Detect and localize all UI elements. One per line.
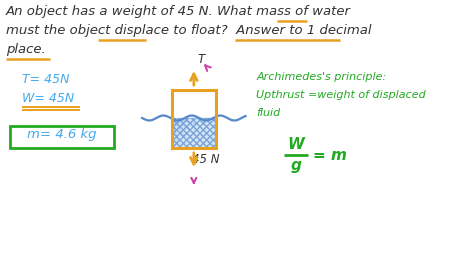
Text: An object has a weight of 45 N. What mass of water: An object has a weight of 45 N. What mas… [6, 5, 351, 18]
Text: Archimedes's principle:: Archimedes's principle: [256, 72, 387, 82]
Bar [172, 118, 216, 148]
Bar [172, 90, 216, 148]
Text: Upthrust =weight of displaced: Upthrust =weight of displaced [256, 90, 426, 100]
Text: place.: place. [6, 43, 46, 56]
Text: fluid: fluid [256, 108, 281, 118]
Text: W= 45N: W= 45N [22, 92, 74, 105]
Text: T: T [198, 53, 205, 66]
Bar [10, 126, 114, 148]
Text: 45 N: 45 N [192, 153, 219, 166]
Text: T= 45N: T= 45N [22, 73, 69, 86]
Text: must the object displace to float?  Answer to 1 decimal: must the object displace to float? Answe… [6, 24, 372, 37]
Bar [172, 118, 216, 148]
Text: W: W [288, 137, 305, 152]
Text: = m: = m [313, 148, 347, 163]
Text: m= 4.6 kg: m= 4.6 kg [27, 128, 96, 141]
Text: g: g [291, 158, 301, 173]
